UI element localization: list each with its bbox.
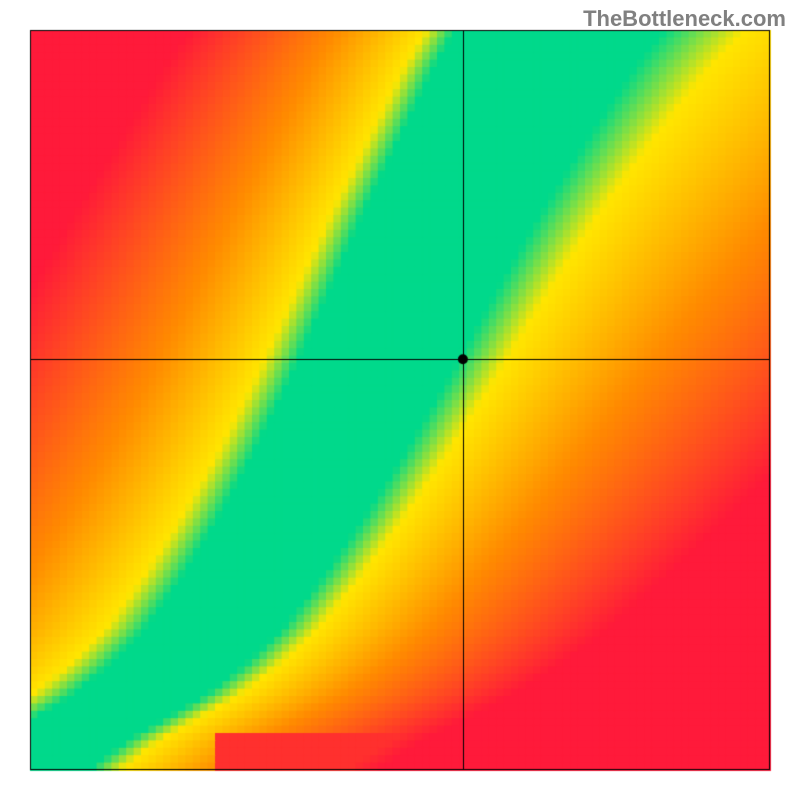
chart-container: TheBottleneck.com <box>0 0 800 800</box>
watermark-text: TheBottleneck.com <box>583 6 786 32</box>
bottleneck-heatmap <box>0 0 800 800</box>
